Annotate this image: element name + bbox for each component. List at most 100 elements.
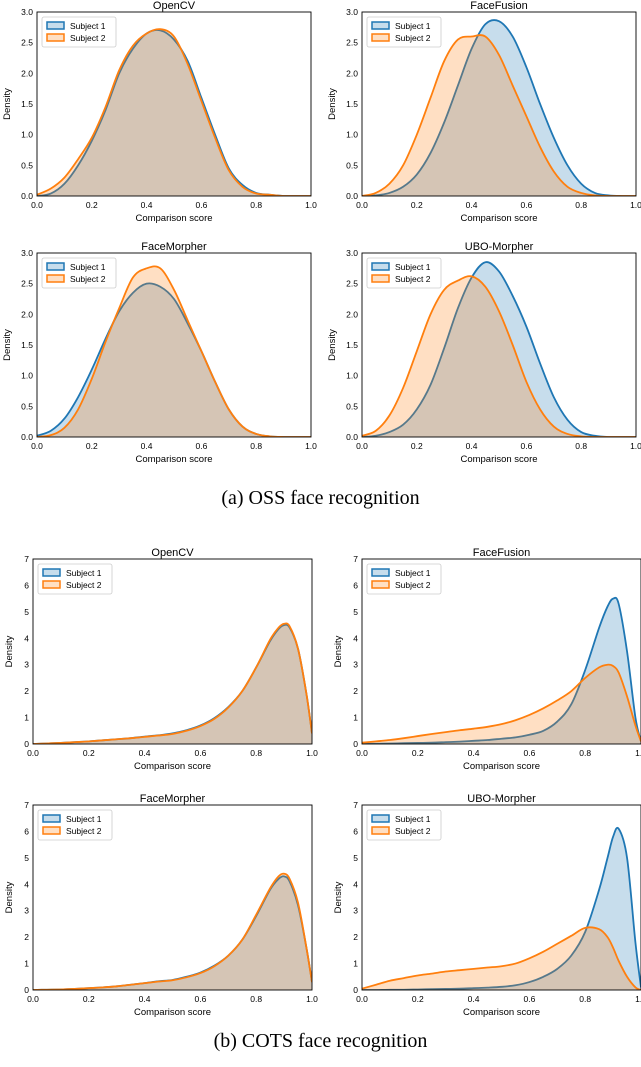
y-tick-label: 4 xyxy=(353,879,358,889)
plot-area xyxy=(37,28,311,196)
legend-box xyxy=(37,809,113,841)
caption-a: (a) OSS face recognition xyxy=(221,487,420,509)
series-area-subject-2 xyxy=(37,29,311,196)
y-tick-label: 1.0 xyxy=(346,371,358,381)
y-tick-label: 1.5 xyxy=(21,340,33,350)
series-area-subject-1 xyxy=(33,624,312,744)
y-axis-label: Density xyxy=(2,88,13,120)
y-tick-label: 7 xyxy=(353,554,358,564)
series-line-subject-1 xyxy=(362,261,636,437)
x-tick-label: 0.0 xyxy=(356,994,368,1004)
series-line-subject-1 xyxy=(362,596,641,744)
y-tick-label: 5 xyxy=(24,607,29,617)
chart-panel-8: 0.0 0.2 0.4 0.6 0.8 1.0 0 1 2 3 4 5 6 7 UBO-Morpher Com… xyxy=(333,793,641,1018)
x-tick-label: 0.8 xyxy=(250,441,262,451)
y-tick-label: 6 xyxy=(24,580,29,590)
caption-b: (b) COTS face recognition xyxy=(213,1030,428,1052)
x-tick-label: 0.6 xyxy=(523,748,535,758)
legend-label-subject-1: Subject 1 xyxy=(395,262,431,272)
x-tick-label: 1.0 xyxy=(305,441,317,451)
legend-swatch-subject-2 xyxy=(42,580,61,589)
legend-swatch-subject-2 xyxy=(371,33,390,42)
y-tick-label: 2 xyxy=(353,686,358,696)
legend-label-subject-2: Subject 2 xyxy=(395,274,431,284)
x-tick-label: 0.8 xyxy=(575,441,587,451)
y-axis-label: Density xyxy=(4,635,15,667)
series-line-subject-2 xyxy=(37,265,311,437)
y-tick-label: 3 xyxy=(24,660,29,670)
y-tick-label: 5 xyxy=(24,853,29,863)
legend-swatch-subject-2 xyxy=(371,274,390,283)
y-tick-label: 1.5 xyxy=(346,99,358,109)
legend-swatch-subject-1 xyxy=(46,21,65,30)
y-tick-label: 0 xyxy=(24,985,29,995)
x-tick-label: 0.6 xyxy=(194,748,206,758)
legend-label-subject-1: Subject 1 xyxy=(70,262,106,272)
y-axis-label: Density xyxy=(333,635,344,667)
legend-label-subject-2: Subject 2 xyxy=(66,826,102,836)
y-tick-label: 0.0 xyxy=(346,432,358,442)
x-axis-label: Comparison score xyxy=(134,1007,211,1018)
x-axis-label: Comparison score xyxy=(135,213,212,224)
series-line-subject-2 xyxy=(37,28,311,196)
x-tick-label: 0.0 xyxy=(356,441,368,451)
y-tick-label: 6 xyxy=(24,826,29,836)
chart-title: FaceMorpher xyxy=(141,241,207,253)
x-axis-label: Comparison score xyxy=(460,454,537,465)
x-tick-label: 1.0 xyxy=(306,994,318,1004)
y-tick-label: 3.0 xyxy=(346,7,358,17)
x-tick-label: 0.2 xyxy=(86,441,98,451)
y-tick-label: 2 xyxy=(24,932,29,942)
series-area-subject-1 xyxy=(33,876,312,990)
legend-label-subject-2: Subject 2 xyxy=(395,826,431,836)
legend-box xyxy=(366,563,442,595)
x-tick-label: 1.0 xyxy=(305,200,317,210)
series-area-subject-1 xyxy=(362,827,641,990)
y-tick-label: 1 xyxy=(24,959,29,969)
legend: Subject 1 Subject 2 xyxy=(366,257,442,289)
series-line-subject-2 xyxy=(33,872,312,990)
y-tick-label: 7 xyxy=(24,554,29,564)
y-tick-label: 3.0 xyxy=(21,248,33,258)
legend-swatch-subject-1 xyxy=(371,262,390,271)
legend: Subject 1 Subject 2 xyxy=(366,809,442,841)
plot-area xyxy=(362,596,641,744)
x-axis-label: Comparison score xyxy=(463,1007,540,1018)
plot-frame xyxy=(32,804,313,991)
x-tick-label: 0.4 xyxy=(141,200,153,210)
x-tick-label: 0.2 xyxy=(83,748,95,758)
y-tick-label: 2.0 xyxy=(346,68,358,78)
chart-panel-4: 0.0 0.2 0.4 0.6 0.8 1.0 0.0 0.5 1.0 1.5 2.0 2.5 3.0 U… xyxy=(327,241,641,465)
x-tick-label: 1.0 xyxy=(635,994,641,1004)
x-tick-label: 0.2 xyxy=(411,200,423,210)
y-tick-label: 0 xyxy=(353,739,358,749)
y-tick-label: 3.0 xyxy=(346,248,358,258)
y-tick-label: 6 xyxy=(353,826,358,836)
x-tick-label: 0.6 xyxy=(520,441,532,451)
plot-area xyxy=(362,826,641,990)
x-tick-label: 1.0 xyxy=(635,748,641,758)
legend-label-subject-1: Subject 1 xyxy=(395,21,431,31)
legend-label-subject-1: Subject 1 xyxy=(66,814,102,824)
chart-panel-1: 0.0 0.2 0.4 0.6 0.8 1.0 0.0 0.5 1.0 1.5 2.0 2.5 3.0 O… xyxy=(2,0,317,224)
legend: Subject 1 Subject 2 xyxy=(37,809,113,841)
x-tick-label: 0.2 xyxy=(412,748,424,758)
x-tick-label: 1.0 xyxy=(630,441,641,451)
y-tick-label: 3.0 xyxy=(21,7,33,17)
y-tick-label: 0 xyxy=(353,985,358,995)
legend-swatch-subject-1 xyxy=(371,814,390,823)
y-tick-label: 6 xyxy=(353,580,358,590)
x-tick-label: 0.8 xyxy=(250,200,262,210)
y-tick-label: 2.5 xyxy=(346,279,358,289)
series-area-subject-2 xyxy=(362,927,641,990)
y-tick-label: 0.5 xyxy=(346,160,358,170)
x-axis-label: Comparison score xyxy=(463,761,540,772)
x-tick-label: 0.6 xyxy=(195,441,207,451)
legend-swatch-subject-2 xyxy=(42,826,61,835)
y-tick-label: 3 xyxy=(24,906,29,916)
legend-box xyxy=(366,16,442,48)
legend-swatch-subject-1 xyxy=(46,262,65,271)
plot-area xyxy=(33,622,312,744)
y-tick-label: 4 xyxy=(353,633,358,643)
legend-swatch-subject-2 xyxy=(371,580,390,589)
